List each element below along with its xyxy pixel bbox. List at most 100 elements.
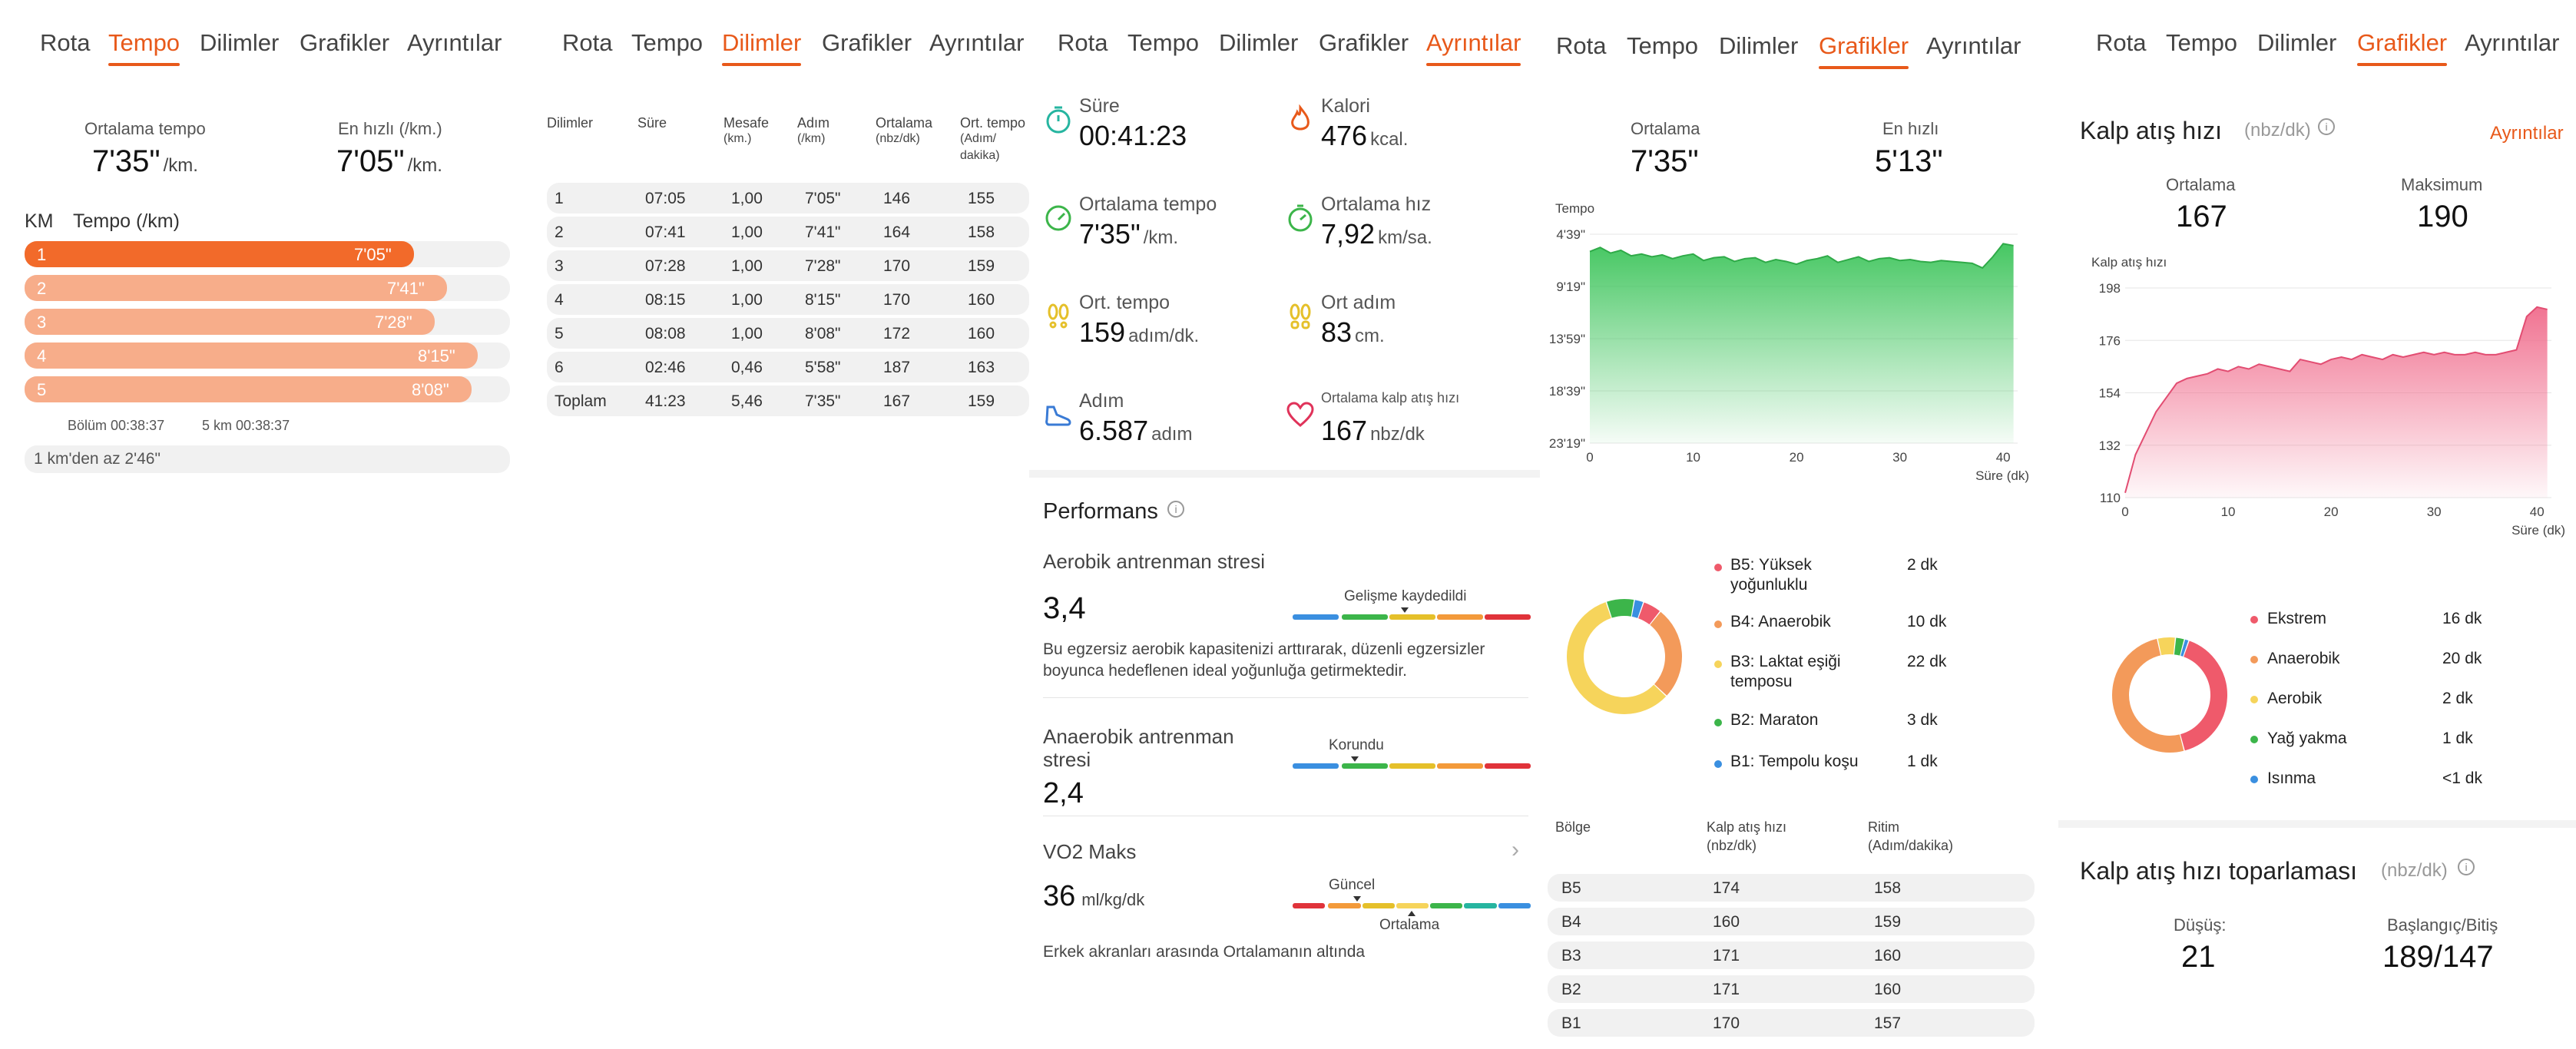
column-header: Bölge (1555, 819, 1591, 835)
column-header: Dilimler (547, 115, 593, 131)
table-row[interactable] (547, 183, 1029, 213)
table-row[interactable] (1548, 874, 2035, 902)
table-row[interactable] (547, 318, 1029, 349)
x-tick-label: 30 (2427, 505, 2442, 519)
tab-ayrintilar[interactable]: Ayrıntılar (1926, 32, 2021, 59)
tempo-bar-fill (25, 241, 414, 267)
remaining-distance: 1 km'den az 2'46" (34, 450, 161, 468)
table-cell: 158 (968, 223, 995, 241)
area-fill (1590, 243, 2014, 443)
tab-grafikler[interactable]: Grafikler (2357, 29, 2448, 66)
bar-marker (1353, 896, 1361, 902)
table-cell: B2 (1561, 981, 1581, 998)
legend-label: Ekstrem (2267, 610, 2327, 627)
legend-dot (2250, 696, 2258, 703)
table-row[interactable] (1548, 1009, 2035, 1037)
table-row[interactable] (547, 284, 1029, 315)
tab-grafikler[interactable]: Grafikler (822, 29, 912, 56)
tab-dilimler[interactable]: Dilimler (1219, 29, 1299, 56)
tab-tempo[interactable]: Tempo (2166, 29, 2238, 56)
legend-label: B2: Maraton (1730, 711, 1819, 729)
tab-rota[interactable]: Rota (1058, 29, 1108, 56)
table-cell: 6 (555, 359, 564, 376)
tab-grafikler[interactable]: Grafikler (300, 29, 390, 56)
table-row[interactable] (547, 352, 1029, 382)
tempo-bar-row: 1 7'05" (25, 241, 510, 267)
tab-ayrintilar[interactable]: Ayrıntılar (407, 29, 502, 56)
info-icon[interactable]: i (1167, 501, 1184, 518)
legend-label: B4: Anaerobik (1730, 613, 1831, 630)
column-header: (nbz/dk) (876, 132, 920, 145)
table-cell: 160 (1713, 913, 1740, 931)
bar-average-marker (1408, 911, 1415, 916)
tab-dilimler[interactable]: Dilimler (722, 29, 802, 66)
legend-dot (2250, 656, 2258, 663)
metric-value: 83 cm. (1321, 316, 1385, 348)
tab-bar: Rota Tempo Dilimler Grafikler Ayrıntılar (1540, 32, 2058, 78)
bar-segment (1293, 763, 1339, 769)
remaining-distance-row: 1 km'den az 2'46" (25, 445, 510, 473)
start-end-label: Başlangıç/Bitiş (2387, 915, 2498, 935)
details-link[interactable]: Ayrıntılar (2490, 123, 2564, 144)
tab-dilimler[interactable]: Dilimler (2257, 29, 2337, 56)
tab-ayrintilar[interactable]: Ayrıntılar (929, 29, 1025, 56)
tab-tempo[interactable]: Tempo (631, 29, 704, 56)
tab-dilimler[interactable]: Dilimler (1719, 32, 1799, 59)
y-tick-label: 154 (2099, 386, 2121, 401)
tab-tempo[interactable]: Tempo (1127, 29, 1200, 56)
tempo-panel: Rota Tempo Dilimler Grafikler Ayrıntılar… (0, 0, 515, 1049)
column-header: Ort. tempo (960, 115, 1026, 131)
column-header: (/km) (797, 132, 826, 145)
tab-tempo[interactable]: Tempo (1627, 32, 1699, 59)
tab-rota[interactable]: Rota (2096, 29, 2147, 56)
tab-dilimler[interactable]: Dilimler (200, 29, 280, 56)
tab-tempo[interactable]: Tempo (108, 29, 180, 66)
anaerobic-title-line2: stresi (1043, 748, 1091, 771)
info-icon[interactable]: i (2458, 859, 2475, 875)
column-header: Ortalama (876, 115, 933, 131)
table-cell: 7'05" (805, 190, 841, 207)
drop-value: 21 (2181, 940, 2216, 974)
table-row[interactable] (1548, 941, 2035, 969)
tab-grafikler[interactable]: Grafikler (1319, 29, 1409, 56)
table-row[interactable] (1548, 908, 2035, 935)
tempo-bar-fill (25, 309, 435, 335)
metric-value: 7,92 km/sa. (1321, 218, 1432, 250)
avg-pace-label: Ortalama (1631, 119, 1700, 138)
table-row[interactable] (547, 250, 1029, 281)
footprint-icon (1285, 301, 1316, 336)
table-cell: 0,46 (731, 359, 763, 376)
table-row[interactable] (547, 386, 1029, 416)
table-cell: Toplam (555, 392, 607, 410)
bar-segment (1293, 614, 1339, 620)
x-tick-label: 20 (2324, 505, 2339, 519)
legend-label: Anaerobik (2267, 650, 2340, 667)
tab-ayrintilar[interactable]: Ayrıntılar (2465, 29, 2560, 56)
aerobic-description-line1: Bu egzersiz aerobik kapasitenizi arttıra… (1043, 640, 1485, 658)
table-row[interactable] (547, 217, 1029, 247)
recovery-unit: (nbz/dk) (2381, 860, 2448, 881)
table-cell: 160 (968, 291, 995, 309)
vo2-value: 36 ml/kg/dk (1043, 880, 1145, 912)
speed-icon (1285, 203, 1316, 237)
info-icon[interactable]: i (2318, 118, 2335, 135)
table-cell: 160 (1874, 981, 1902, 998)
tab-bar: Rota Tempo Dilimler Grafikler Ayrıntılar (1029, 29, 1540, 75)
donut-slice (2157, 637, 2175, 656)
legend-label: Isınma (2267, 769, 2316, 787)
legend-label: Aerobik (2267, 690, 2323, 707)
bar-segment (1396, 903, 1429, 908)
table-cell: 5 (555, 325, 564, 342)
donut-slice (1567, 602, 1667, 714)
tab-grafikler[interactable]: Grafikler (1819, 32, 1909, 69)
tab-rota[interactable]: Rota (562, 29, 613, 56)
donut-slice (1607, 599, 1634, 618)
table-cell: B3 (1561, 947, 1581, 965)
table-cell: 08:15 (645, 291, 686, 309)
anaerobic-value: 2,4 (1043, 777, 1084, 809)
table-row[interactable] (1548, 975, 2035, 1003)
tab-ayrintilar[interactable]: Ayrıntılar (1426, 29, 1521, 66)
tempo-graph-panel: Rota Tempo Dilimler Grafikler Ayrıntılar… (1540, 0, 2058, 1049)
tab-rota[interactable]: Rota (40, 29, 91, 56)
tab-rota[interactable]: Rota (1556, 32, 1607, 59)
